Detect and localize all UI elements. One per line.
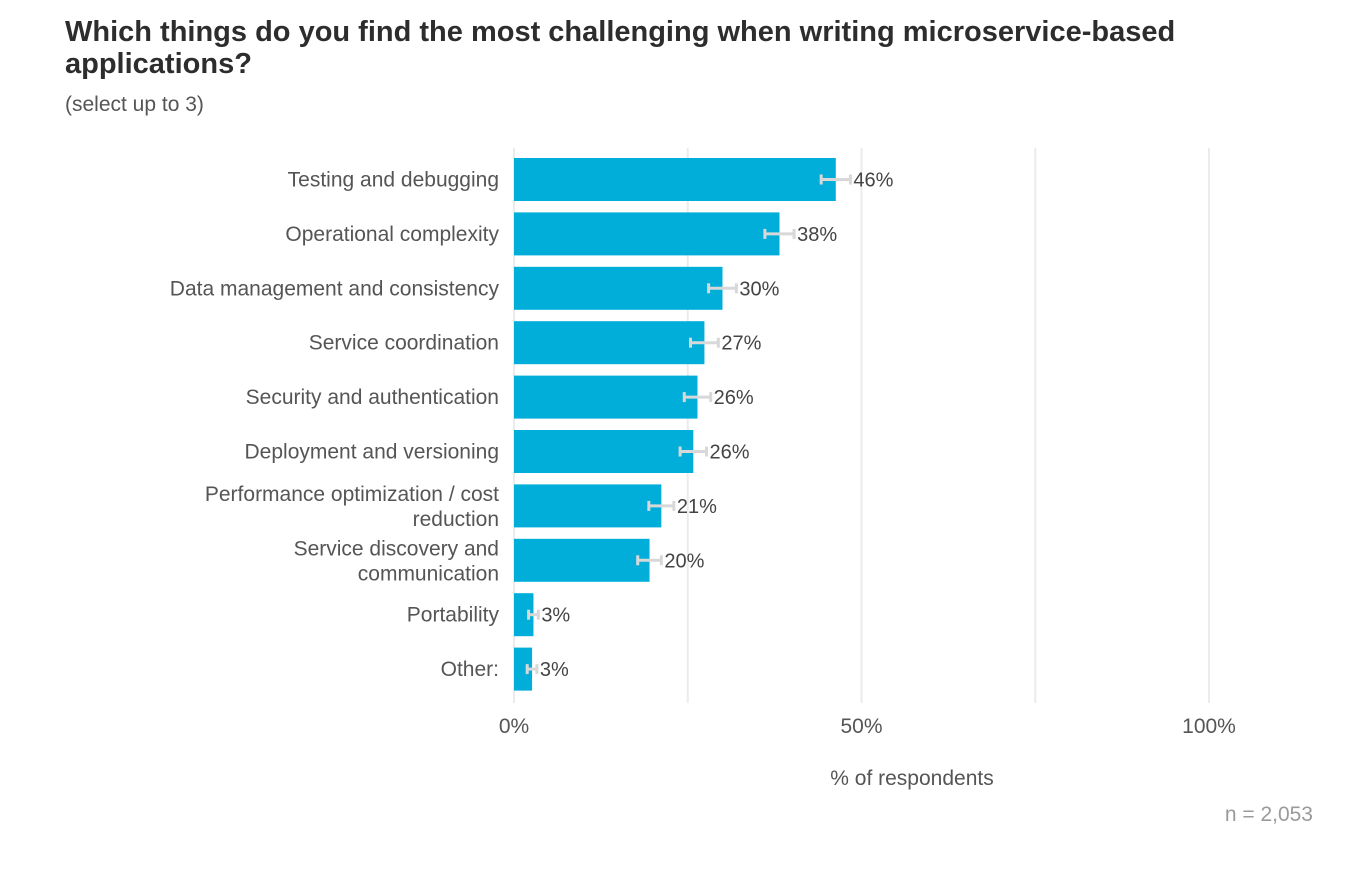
data-label: 20% bbox=[664, 550, 704, 572]
bar bbox=[514, 212, 780, 256]
bar bbox=[514, 375, 698, 419]
error-bar bbox=[763, 228, 796, 239]
data-label: 3% bbox=[541, 605, 570, 627]
data-label: 38% bbox=[797, 224, 837, 246]
category-label: Security and authentication bbox=[246, 386, 499, 409]
error-bars bbox=[525, 174, 852, 675]
error-bar bbox=[689, 337, 720, 348]
error-bar bbox=[682, 392, 713, 403]
category-label: Data management and consistency bbox=[170, 277, 500, 300]
data-label: 30% bbox=[739, 278, 779, 300]
data-label: 21% bbox=[677, 496, 717, 518]
bar bbox=[514, 647, 533, 691]
labels: 0% 50% 100% 46% Testing and debugging 38% Oper… bbox=[170, 169, 1236, 739]
data-label: 27% bbox=[721, 333, 761, 355]
category-label: Service discovery and communication bbox=[294, 537, 499, 585]
error-bar bbox=[527, 609, 540, 620]
error-bar bbox=[647, 500, 676, 511]
error-bar bbox=[707, 283, 738, 294]
category-label: Testing and debugging bbox=[288, 169, 499, 192]
chart-subtitle: (select up to 3) bbox=[65, 93, 204, 116]
category-label: Service coordination bbox=[309, 332, 499, 355]
category-label: Operational complexity bbox=[285, 223, 499, 246]
data-label: 3% bbox=[540, 659, 569, 681]
data-label: 26% bbox=[710, 442, 750, 464]
sample-size-note: n = 2,053 bbox=[1224, 803, 1313, 826]
bar bbox=[514, 484, 662, 528]
error-bar bbox=[819, 174, 852, 185]
x-tick-label: 100% bbox=[1182, 715, 1236, 738]
category-label: Other: bbox=[441, 658, 499, 681]
bar bbox=[514, 158, 836, 201]
error-bar bbox=[678, 446, 709, 457]
chart-title: Which things do you find the most challe… bbox=[65, 16, 1176, 80]
error-bar bbox=[636, 555, 663, 566]
category-label: Performance optimization / cost reduction bbox=[205, 483, 499, 531]
category-label: Portability bbox=[407, 604, 500, 627]
bar bbox=[514, 538, 650, 582]
category-label: Deployment and versioning bbox=[245, 441, 499, 464]
x-tick-label: 50% bbox=[840, 715, 882, 738]
data-label: 26% bbox=[714, 387, 754, 409]
bar bbox=[514, 266, 723, 310]
data-label: 46% bbox=[853, 170, 893, 192]
bar bbox=[514, 430, 694, 473]
error-bar bbox=[525, 664, 539, 675]
bar bbox=[514, 321, 705, 365]
bars bbox=[514, 158, 836, 691]
bar bbox=[514, 593, 534, 637]
x-axis-title: % of respondents bbox=[830, 767, 993, 790]
x-tick-label: 0% bbox=[499, 715, 529, 738]
